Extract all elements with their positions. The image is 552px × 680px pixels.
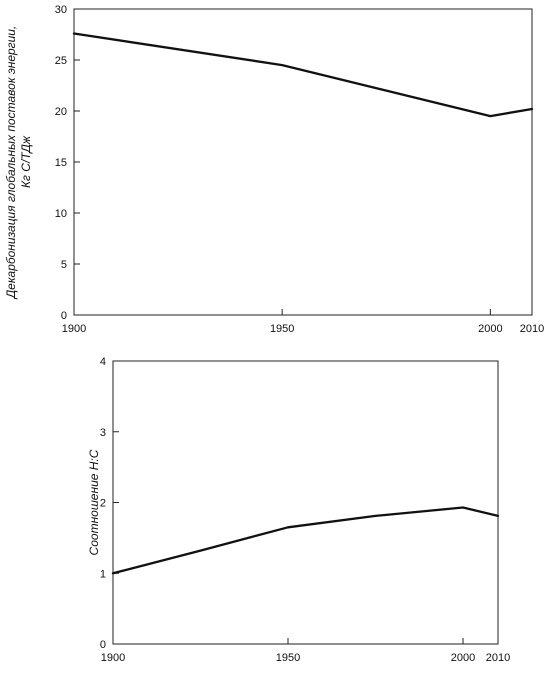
y-tick-label: 5 xyxy=(61,259,67,271)
y-axis-title-line2: Кг С/ТДж xyxy=(19,135,33,188)
y-tick-label: 1 xyxy=(100,568,106,580)
y-axis-title-line1: Декарбонизация глобальных поставок энерг… xyxy=(4,26,18,301)
plot-frame xyxy=(112,360,499,645)
y-tick-label: 15 xyxy=(55,157,67,169)
y-tick-label: 10 xyxy=(55,208,67,220)
y-tick-label: 30 xyxy=(55,4,67,16)
y-tick-label: 2 xyxy=(100,498,106,510)
plot-frame xyxy=(73,8,533,316)
y-tick-label: 0 xyxy=(61,310,67,322)
y-tick-label: 25 xyxy=(55,55,67,67)
y-tick-label: 0 xyxy=(100,639,106,651)
x-tick-label: 1950 xyxy=(276,652,300,664)
x-tick-label: 1900 xyxy=(62,323,86,335)
y-axis-title: Соотношение Н:С xyxy=(87,449,101,555)
y-tick-label: 20 xyxy=(55,106,67,118)
chart-bottom: 0 1 2 3 4 1900 1950 2000 2010 Соотношение Н:С xyxy=(87,356,510,664)
y-tick-label: 4 xyxy=(100,356,106,368)
x-tick-label: 2010 xyxy=(520,323,544,335)
series-line xyxy=(72,32,534,118)
series-line xyxy=(111,506,500,575)
y-tick-label: 3 xyxy=(100,427,106,439)
x-tick-label: 1900 xyxy=(101,652,125,664)
x-tick-label: 2000 xyxy=(451,652,475,664)
x-tick-label: 2000 xyxy=(478,323,502,335)
chart-top: 0 5 10 15 20 25 30 1900 1950 2000 2010 Декарбонизац… xyxy=(4,4,544,335)
x-tick-label: 1950 xyxy=(270,323,294,335)
x-tick-label: 2010 xyxy=(486,652,510,664)
